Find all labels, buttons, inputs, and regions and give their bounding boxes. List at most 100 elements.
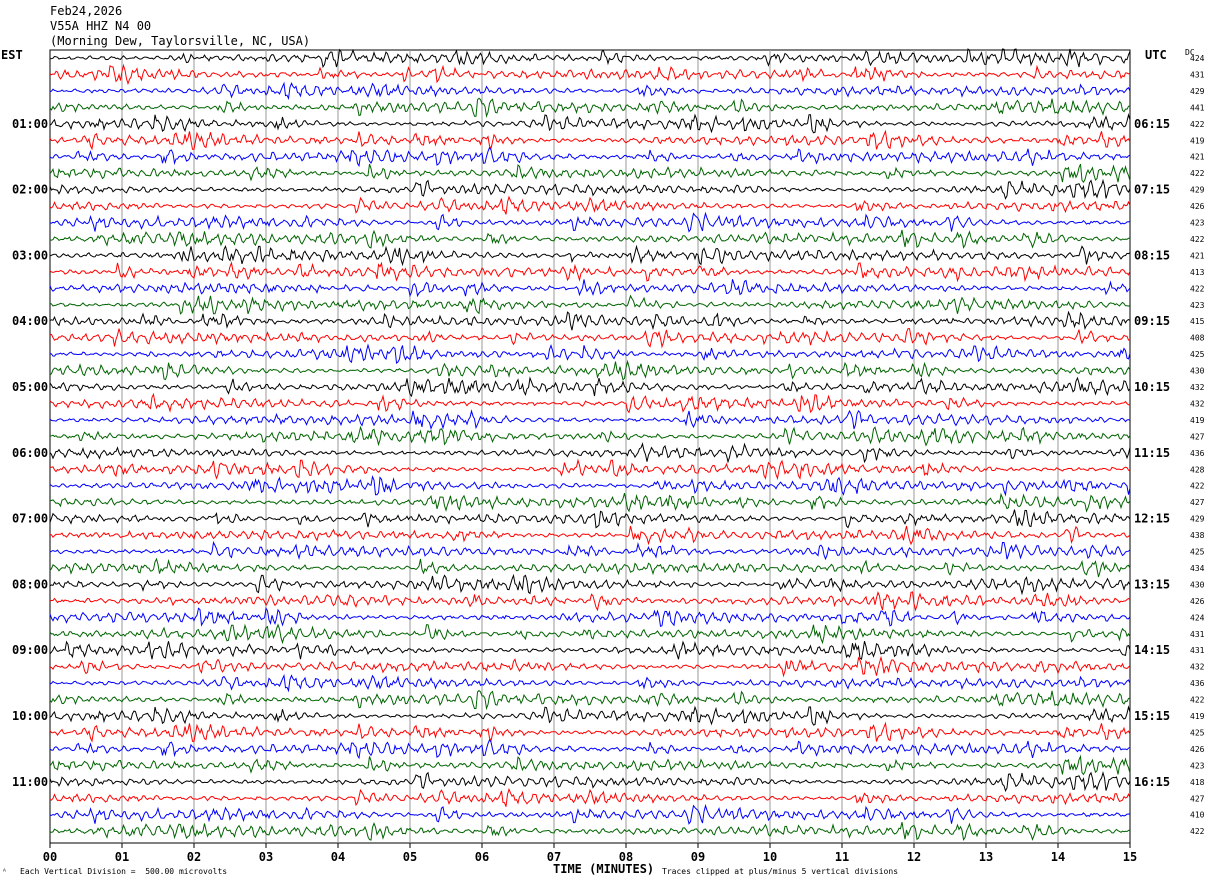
- left-hour-label: 02:00: [12, 183, 48, 197]
- dc-offset-label: 427: [1190, 794, 1205, 803]
- dc-offset-label: 422: [1190, 482, 1205, 491]
- seismic-trace: [49, 573, 1131, 596]
- left-hour-label: 08:00: [12, 577, 48, 591]
- left-hour-label: 06:00: [12, 446, 48, 460]
- seismic-trace: [49, 492, 1131, 513]
- dc-offset-label: 425: [1190, 548, 1205, 557]
- seismic-trace: [49, 821, 1131, 842]
- dc-offset-label: 431: [1190, 646, 1205, 655]
- dc-offset-label: 428: [1190, 465, 1205, 474]
- dc-offset-label: 431: [1190, 630, 1205, 639]
- dc-offset-label: 430: [1190, 367, 1205, 376]
- seismic-trace: [49, 261, 1131, 283]
- x-tick-label: 01: [115, 850, 129, 864]
- seismic-trace: [49, 392, 1130, 414]
- dc-offset-label: 425: [1190, 350, 1205, 359]
- dc-offset-label: 410: [1190, 811, 1205, 820]
- dc-offset-label: 423: [1190, 219, 1205, 228]
- seismic-trace: [49, 590, 1131, 612]
- x-tick-label: 00: [43, 850, 57, 864]
- seismic-trace: [49, 606, 1131, 627]
- seismic-trace: [49, 738, 1131, 760]
- seismic-trace: [49, 376, 1131, 398]
- dc-offset-label: 427: [1190, 432, 1205, 441]
- dc-offset-label: 422: [1190, 120, 1205, 129]
- x-tick-label: 14: [1051, 850, 1065, 864]
- seismic-trace: [49, 474, 1131, 497]
- dc-offset-label: 425: [1190, 728, 1205, 737]
- dc-offset-label: 418: [1190, 778, 1205, 787]
- seismic-trace: [49, 112, 1131, 134]
- right-hour-label: 14:15: [1134, 643, 1170, 657]
- scale-note: Each Vertical Division = 500.00 microvol…: [20, 867, 228, 876]
- dc-offset-label: 415: [1190, 317, 1205, 326]
- x-tick-label: 09: [691, 850, 705, 864]
- seismic-trace: [49, 48, 1131, 69]
- right-hour-label: 15:15: [1134, 709, 1170, 723]
- seismic-trace: [49, 705, 1131, 726]
- seismic-trace: [49, 343, 1131, 365]
- dc-offset-label: 419: [1190, 416, 1205, 425]
- dc-offset-label: 427: [1190, 498, 1205, 507]
- seismic-trace: [49, 540, 1131, 561]
- plot-frame: [49, 49, 1131, 844]
- dc-offset-label: 426: [1190, 597, 1205, 606]
- seismic-trace: [49, 655, 1131, 678]
- x-axis-title: TIME (MINUTES): [553, 862, 655, 876]
- seismic-trace: [49, 754, 1131, 776]
- right-hour-label: 06:15: [1134, 117, 1170, 131]
- clip-note: Traces clipped at plus/minus 5 vertical …: [662, 867, 899, 876]
- dc-offset-label: 429: [1190, 87, 1205, 96]
- seismic-trace: [49, 328, 1131, 349]
- left-hour-label: 01:00: [12, 117, 48, 131]
- seismic-trace: [49, 178, 1131, 200]
- dc-offset-label: 408: [1190, 334, 1205, 343]
- seismic-trace: [49, 425, 1131, 447]
- x-tick-label: 11: [835, 850, 849, 864]
- right-hour-label: 13:15: [1134, 577, 1170, 591]
- seismic-trace: [49, 689, 1131, 711]
- x-tick-label: 06: [475, 850, 489, 864]
- seismic-trace: [49, 509, 1131, 529]
- x-tick-label: 04: [331, 850, 345, 864]
- seismic-trace: [49, 673, 1131, 693]
- dc-offset-label: 431: [1190, 71, 1205, 80]
- seismic-trace: [49, 294, 1131, 315]
- seismic-trace: [49, 557, 1131, 578]
- dc-offset-label: 422: [1190, 284, 1205, 293]
- seismic-trace: [49, 525, 1131, 546]
- seismic-trace: [49, 442, 1131, 464]
- right-hour-label: 10:15: [1134, 380, 1170, 394]
- dc-offset-label: 432: [1190, 399, 1205, 408]
- dc-offset-label: 413: [1190, 268, 1205, 277]
- seismic-trace: [49, 229, 1131, 249]
- left-hour-label: 09:00: [12, 643, 48, 657]
- right-hour-label: 11:15: [1134, 446, 1170, 460]
- seismic-trace: [49, 63, 1131, 86]
- seismic-trace: [49, 803, 1131, 825]
- left-hour-label: 03:00: [12, 248, 48, 262]
- seismic-trace: [49, 359, 1131, 381]
- seismic-trace: [49, 244, 1131, 267]
- dc-offset-label: 421: [1190, 153, 1205, 162]
- dc-offset-label: 423: [1190, 761, 1205, 770]
- dc-offset-label: 424: [1190, 613, 1205, 622]
- dc-offset-label: 419: [1190, 712, 1205, 721]
- dc-offset-label: 422: [1190, 696, 1205, 705]
- dc-offset-label: 436: [1190, 449, 1205, 458]
- right-timezone-label: UTC: [1145, 48, 1167, 62]
- seismic-trace: [49, 129, 1131, 151]
- seismic-trace: [49, 279, 1131, 298]
- seismic-trace: [49, 97, 1131, 118]
- seismic-trace: [49, 81, 1131, 101]
- dc-offset-label: 423: [1190, 301, 1205, 310]
- dc-offset-label: 421: [1190, 251, 1205, 260]
- dc-offset-label: 429: [1190, 515, 1205, 524]
- seismic-trace: [49, 211, 1131, 233]
- seismic-trace: [49, 623, 1131, 645]
- x-tick-label: 10: [763, 850, 777, 864]
- dc-offset-label: 424: [1190, 54, 1205, 63]
- dc-offset-header: DC: [1185, 48, 1195, 57]
- corner-mark: ᴬ: [2, 867, 7, 876]
- right-hour-label: 07:15: [1134, 183, 1170, 197]
